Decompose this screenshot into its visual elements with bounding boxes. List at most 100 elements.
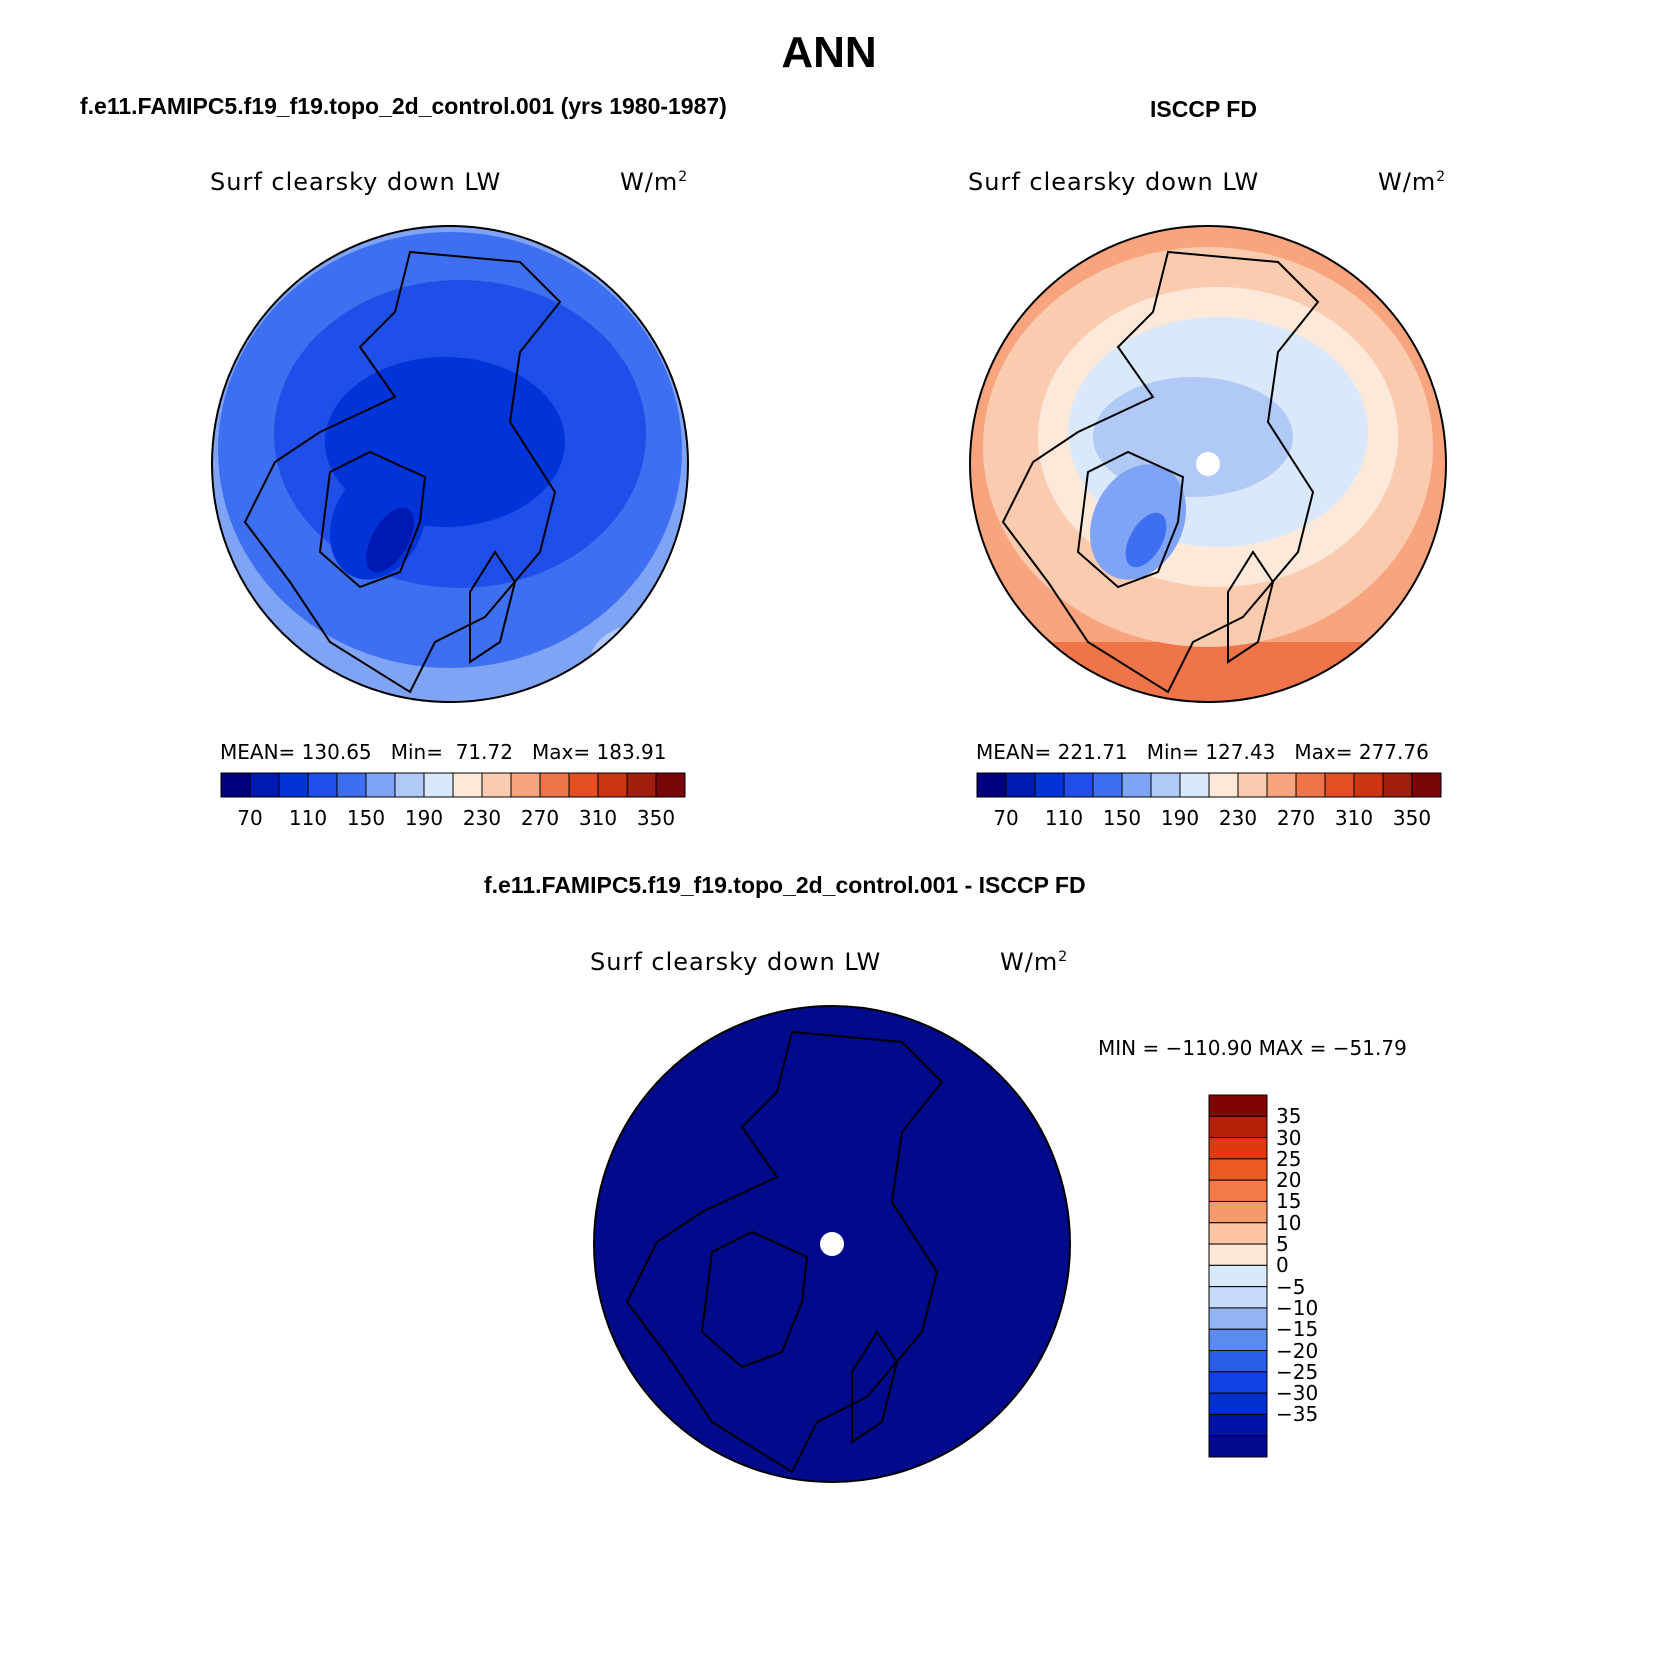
right-colorbar-tick-label: 350 (1392, 806, 1432, 830)
left-stats: MEAN= 130.65 Min= 71.72 Max= 183.91 (220, 740, 666, 764)
right-colorbar-box (1092, 772, 1123, 798)
left-colorbar-tick-label: 110 (288, 806, 328, 830)
diff-colorbar-tick-label: 5 (1276, 1232, 1289, 1257)
diff-colorbar-tick-label: −35 (1276, 1402, 1319, 1427)
right-units-base: W/m (1378, 168, 1437, 196)
left-colorbar-tick-label: 190 (404, 806, 444, 830)
diff-colorbar-ticks: 35 30 25 20 15 10 5 0 −5 −10 −15 −20 −25 −30 −35 (1276, 1094, 1356, 1460)
left-mean-value: 130.65 (301, 740, 372, 764)
diff-colorbar-box (1208, 1307, 1268, 1330)
left-max-value: 183.91 (596, 740, 667, 764)
right-colorbar-ticks: 70 110 150 190 230 270 310 350 (976, 806, 1456, 832)
diff-colorbar-box (1208, 1222, 1268, 1245)
right-colorbar-box (1353, 772, 1384, 798)
diff-minmax: MIN = −110.90 MAX = −51.79 (1098, 1036, 1407, 1060)
right-colorbar-tick-label: 310 (1334, 806, 1374, 830)
diff-colorbar-box (1208, 1094, 1268, 1117)
diff-scandinavia-coast (851, 1330, 899, 1444)
diff-colorbar-box (1208, 1115, 1268, 1139)
right-scandinavia-coast (1227, 550, 1275, 664)
right-max-label: Max= (1294, 740, 1353, 764)
right-colorbar-tick-label: 230 (1218, 806, 1258, 830)
left-units-exp: 2 (678, 169, 689, 185)
right-map (969, 225, 1447, 703)
diff-pole-hole (820, 1232, 844, 1256)
diff-colorbar-tick-label: 10 (1276, 1210, 1302, 1235)
left-colorbar-box (626, 772, 657, 798)
diff-colorbar-tick-label: 25 (1276, 1146, 1302, 1171)
diff-colorbar-box (1208, 1435, 1268, 1458)
right-colorbar-box (1411, 772, 1442, 798)
left-colorbar-tick-label: 350 (636, 806, 676, 830)
diff-units-exp: 2 (1058, 949, 1069, 965)
right-colorbar-tick-label: 110 (1044, 806, 1084, 830)
left-colorbar-box (336, 772, 367, 798)
left-mean-label: MEAN= (220, 740, 296, 764)
left-max-label: Max= (532, 740, 591, 764)
left-colorbar-box (510, 772, 541, 798)
diff-colorbar-tick-label: −5 (1276, 1274, 1306, 1299)
right-min-label: Min= (1146, 740, 1199, 764)
diff-colorbar-tick-label: 0 (1276, 1253, 1289, 1278)
figure-title: ANN (781, 28, 877, 77)
diff-colorbar-box (1208, 1243, 1268, 1266)
right-colorbar-box (1063, 772, 1094, 798)
left-coastlines (243, 250, 562, 694)
left-map (211, 225, 689, 703)
right-colorbar-tick-label: 270 (1276, 806, 1316, 830)
right-field-greenland (1089, 464, 1187, 580)
right-colorbar-tick-label: 70 (993, 806, 1019, 830)
left-colorbar-box (365, 772, 396, 798)
diff-colorbar-box (1208, 1392, 1268, 1415)
diff-map-border (593, 1005, 1071, 1483)
left-scandinavia-coast (469, 550, 517, 664)
left-colorbar-box (307, 772, 338, 798)
diff-colorbar-box (1208, 1179, 1268, 1202)
diff-colorbar-tick-label: −15 (1276, 1317, 1319, 1342)
left-colorbar (220, 772, 686, 798)
right-pole-hole (1196, 452, 1220, 476)
right-colorbar-box (1324, 772, 1355, 798)
right-colorbar-box (1121, 772, 1152, 798)
left-colorbar-tick-label: 270 (520, 806, 560, 830)
right-colorbar-box (1179, 772, 1210, 798)
left-colorbar-box (278, 772, 309, 798)
right-stats: MEAN= 221.71 Min= 127.43 Max= 277.76 (976, 740, 1429, 764)
right-greenland-coast (1076, 450, 1185, 589)
right-colorbar-box (1034, 772, 1065, 798)
left-colorbar-box (481, 772, 512, 798)
diff-colorbar-box (1208, 1328, 1268, 1352)
left-min-label: Min= (390, 740, 443, 764)
right-map-border (969, 225, 1447, 703)
right-mean-value: 221.71 (1057, 740, 1128, 764)
right-panel-title: ISCCP FD (1150, 96, 1257, 122)
left-field-min (366, 507, 414, 573)
right-units-label: W/m2 (1378, 168, 1446, 196)
left-colorbar-box (568, 772, 599, 798)
left-colorbar-box (423, 772, 454, 798)
diff-colorbar-tick-label: −10 (1276, 1295, 1319, 1320)
diff-colorbar-box (1208, 1371, 1268, 1394)
left-colorbar-box (220, 772, 251, 798)
diff-colorbar-box (1208, 1158, 1268, 1181)
left-colorbar-tick-label: 70 (237, 806, 263, 830)
diff-colorbar-tick-label: 20 (1276, 1168, 1302, 1193)
left-colorbar-tick-label: 150 (346, 806, 386, 830)
right-colorbar-box (1295, 772, 1326, 798)
diff-colorbar-tick-label: 35 (1276, 1104, 1302, 1129)
right-colorbar-tick-label: 190 (1160, 806, 1200, 830)
diff-colorbar (1208, 1094, 1268, 1458)
diff-panel-title: f.e11.FAMIPC5.f19_f19.topo_2d_control.00… (484, 872, 1086, 898)
left-colorbar-tick-label: 230 (462, 806, 502, 830)
left-colorbar-ticks: 70 110 150 190 230 270 310 350 (220, 806, 700, 832)
left-colorbar-box (539, 772, 570, 798)
left-min-value: 71.72 (455, 740, 513, 764)
right-field-south (970, 642, 1446, 702)
diff-colorbar-tick-label: −20 (1276, 1338, 1319, 1363)
diff-colorbar-box (1208, 1200, 1268, 1224)
left-colorbar-box (394, 772, 425, 798)
right-mean-label: MEAN= (976, 740, 1052, 764)
left-units-label: W/m2 (620, 168, 688, 196)
right-colorbar-box (976, 772, 1007, 798)
left-units-base: W/m (620, 168, 679, 196)
